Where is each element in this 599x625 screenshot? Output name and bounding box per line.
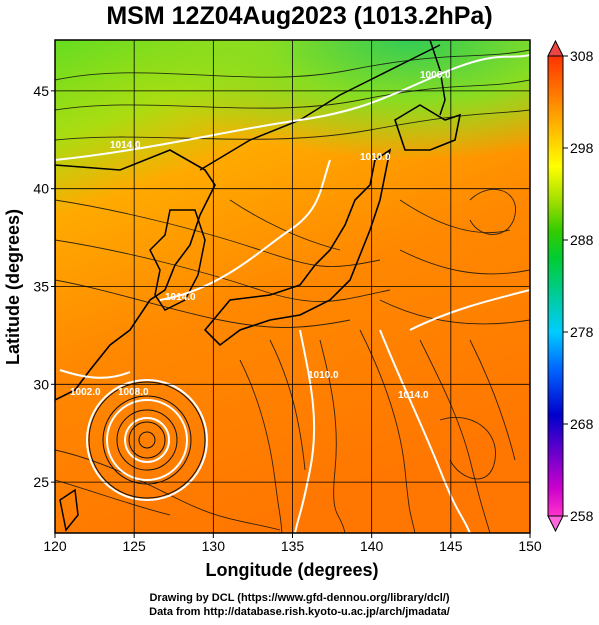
japan-coastline — [203, 148, 392, 347]
colorbar-tick-label: 278 — [570, 324, 594, 340]
y-tick-label: 40 — [33, 181, 49, 197]
mainland-coastline — [55, 149, 216, 401]
y-tick-label: 30 — [33, 376, 49, 392]
colorbar-min-arrow — [547, 515, 564, 533]
colorbar-gradient — [547, 55, 564, 517]
y-tick-label: 25 — [33, 474, 49, 490]
contour-label: 1010.0 — [308, 370, 339, 381]
x-tick-label: 130 — [202, 538, 226, 554]
x-axis: 120 125 130 135 140 145 150 — [43, 533, 542, 554]
hokkaido-coastline — [394, 104, 462, 151]
x-tick-label: 120 — [43, 538, 67, 554]
colorbar: 308 298 288 278 268 258 — [547, 39, 594, 533]
colorbar-tick-label: 298 — [570, 140, 594, 156]
colorbar-max-arrow — [547, 39, 564, 57]
colorbar-tick-label: 308 — [570, 48, 594, 64]
x-tick-label: 125 — [122, 538, 146, 554]
footer-drawing-credit: Drawing by DCL (https://www.gfd-dennou.o… — [149, 592, 450, 604]
y-axis-label: Latitude (degrees) — [3, 209, 23, 365]
typhoon-spiral — [88, 381, 206, 499]
pressure-contours — [55, 54, 530, 533]
map-gridlines — [55, 40, 530, 533]
colorbar-tick-label: 268 — [570, 416, 594, 432]
x-tick-label: 150 — [518, 538, 542, 554]
contour-label: 1006.0 — [420, 70, 451, 81]
contour-label: 1008.0 — [118, 387, 149, 398]
y-tick-label: 35 — [33, 279, 49, 295]
sakhalin-coastline — [429, 40, 446, 116]
colorbar-tick-label: 258 — [570, 508, 594, 524]
korea-coastline — [149, 209, 206, 311]
x-tick-label: 135 — [281, 538, 305, 554]
x-axis-label: Longitude (degrees) — [205, 560, 378, 580]
contour-label: 1002.0 — [70, 387, 101, 398]
x-tick-label: 145 — [439, 538, 463, 554]
y-axis: 25 30 35 40 45 — [33, 83, 55, 490]
contour-label: 1014.0 — [110, 140, 141, 151]
x-tick-label: 140 — [360, 538, 384, 554]
y-tick-label: 45 — [33, 83, 49, 99]
map-area: 1006.0 1014.0 1010.0 1014.0 1010.0 1014.… — [55, 40, 530, 533]
footer-data-credit: Data from http://database.rish.kyoto-u.a… — [149, 606, 450, 618]
colorbar-tick-label: 288 — [570, 232, 594, 248]
map-title: MSM 12Z04Aug2023 (1013.2hPa) — [106, 2, 493, 30]
contour-label: 1014.0 — [165, 292, 196, 303]
contour-label: 1010.0 — [360, 152, 391, 163]
taiwan-coastline — [59, 488, 79, 532]
contour-label: 1014.0 — [398, 390, 429, 401]
